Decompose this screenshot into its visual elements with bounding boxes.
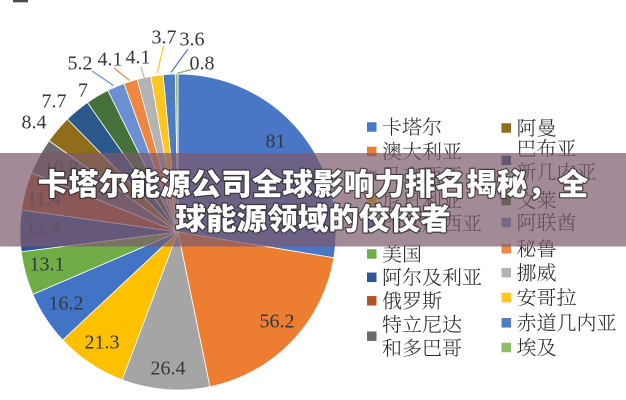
svg-text:56.2: 56.2 bbox=[260, 311, 295, 333]
svg-text:13.1: 13.1 bbox=[30, 254, 65, 276]
svg-text:81: 81 bbox=[266, 131, 286, 153]
svg-text:3.6: 3.6 bbox=[180, 29, 205, 51]
svg-text:21.3: 21.3 bbox=[85, 332, 120, 354]
svg-text:3.7: 3.7 bbox=[152, 27, 177, 49]
svg-text:7: 7 bbox=[78, 80, 88, 102]
svg-text:8.4: 8.4 bbox=[22, 112, 47, 134]
svg-text:7.7: 7.7 bbox=[42, 91, 67, 113]
svg-text:16.2: 16.2 bbox=[49, 293, 84, 315]
svg-text:4.1: 4.1 bbox=[126, 47, 151, 69]
svg-text:5.2: 5.2 bbox=[68, 53, 93, 75]
svg-text:26.4: 26.4 bbox=[151, 358, 186, 380]
svg-text:0.8: 0.8 bbox=[190, 53, 215, 75]
svg-text:4.1: 4.1 bbox=[98, 49, 123, 71]
